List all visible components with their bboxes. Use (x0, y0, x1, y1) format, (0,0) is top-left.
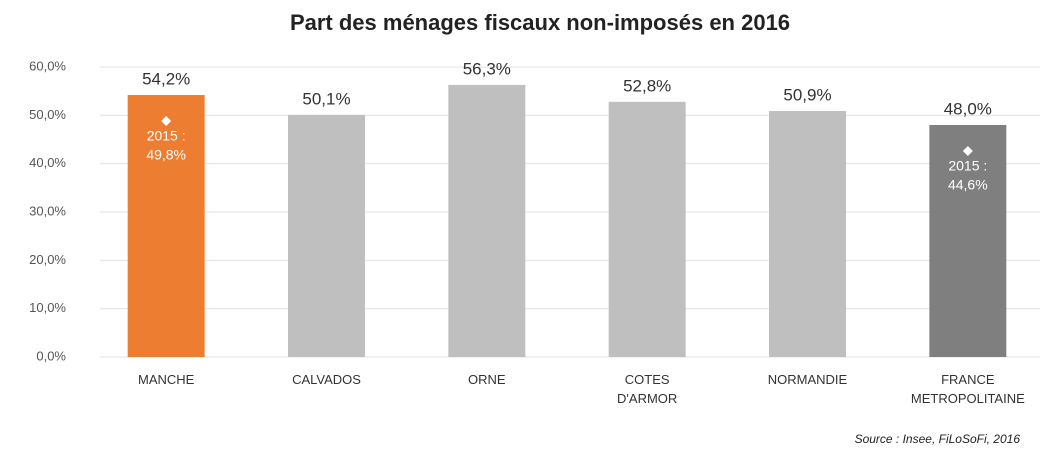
value-label: 54,2% (142, 70, 190, 89)
bar (127, 95, 205, 358)
chart-title: Part des ménages fiscaux non-imposés en … (290, 10, 790, 35)
x-tick-line: MANCHE (138, 372, 195, 387)
x-tick-line: CALVADOS (292, 372, 361, 387)
x-tick-line: COTES (625, 372, 670, 387)
bar (769, 110, 846, 357)
x-tick-label: CALVADOS (292, 372, 361, 387)
value-label: 52,8% (623, 76, 671, 95)
x-tick-line: D'ARMOR (617, 391, 677, 406)
bar (448, 84, 526, 357)
y-tick-label: 40,0% (29, 155, 66, 170)
value-label: 48,0% (944, 99, 992, 118)
x-tick-line: ORNE (468, 372, 506, 387)
y-tick-label: 0,0% (36, 348, 66, 363)
x-tick-label: COTES D'ARMOR (617, 372, 677, 406)
y-tick-label: 10,0% (29, 300, 66, 315)
value-label: 50,9% (783, 85, 831, 104)
y-tick-label: 20,0% (29, 252, 66, 267)
x-tick-line: METROPOLITAINE (911, 391, 1025, 406)
annotation-marker (962, 146, 973, 156)
x-tick-label: FRANCE METROPOLITAINE (911, 372, 1025, 406)
bar (929, 125, 1007, 357)
annotation: 2015 : (948, 158, 987, 174)
annotation: 49,8% (146, 147, 186, 163)
x-tick-line: FRANCE (941, 372, 995, 387)
x-tick-label: NORMANDIE (768, 372, 848, 387)
y-tick-label: 50,0% (29, 107, 66, 122)
bar (288, 114, 365, 357)
y-tick-label: 60,0% (29, 58, 66, 73)
bar (608, 101, 686, 357)
value-label: 50,1% (302, 89, 350, 108)
source: Source : Insee, FiLoSoFi, 2016 (855, 432, 1021, 446)
y-tick-label: 30,0% (29, 203, 66, 218)
x-tick-label: ORNE (468, 372, 506, 387)
x-tick-line: NORMANDIE (768, 372, 848, 387)
annotation-marker (161, 116, 172, 127)
x-tick-label: MANCHE (138, 372, 195, 387)
value-label: 56,3% (463, 59, 511, 78)
annotation: 2015 : (147, 128, 186, 144)
annotation: 44,6% (948, 177, 988, 193)
